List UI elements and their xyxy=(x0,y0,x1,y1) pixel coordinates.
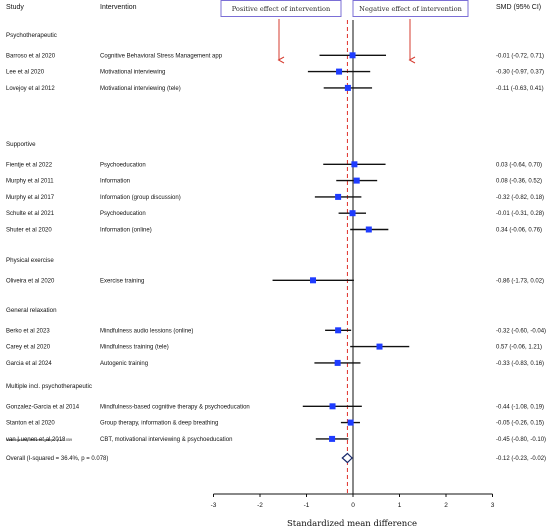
smd-value: -0.33 (-0.83, 0.16) xyxy=(496,361,544,367)
negative-effect-label: Negative effect of intervention xyxy=(359,5,462,13)
intervention-label: Autogenic training xyxy=(100,361,148,367)
study-label: Stanton et al 2020 xyxy=(6,421,55,427)
x-tick-label: 2 xyxy=(444,502,448,509)
intervention-label: Psychoeducation xyxy=(100,211,146,217)
x-axis: -3 -2 -1 0 1 2 3 xyxy=(211,493,495,509)
intervention-label: Cognitive Behavioral Stress Management a… xyxy=(100,53,223,59)
effect-marker xyxy=(329,435,336,442)
overall-label: Overall (I-squared = 36.4%, p = 0.078) xyxy=(6,456,108,462)
effect-marker xyxy=(376,343,383,350)
x-tick-label: 1 xyxy=(398,502,402,509)
study-label: Gonzalez-Garcia et al 2014 xyxy=(6,404,80,410)
study-label: Lee et al 2020 xyxy=(6,70,45,76)
effect-marker xyxy=(335,193,342,200)
effect-marker xyxy=(353,177,360,184)
smd-value: 0.03 (-0.64, 0.70) xyxy=(496,162,542,168)
effect-marker xyxy=(310,277,317,284)
effect-marker xyxy=(335,327,342,334)
effect-marker xyxy=(344,84,351,91)
intervention-label: Exercise training xyxy=(100,278,144,284)
heterogeneity-note: Heterogeneity between groups: p = 0.059 xyxy=(6,438,72,442)
intervention-label: Motivational interviewing (tele) xyxy=(100,86,181,92)
smd-value: -0.32 (-0.82, 0.18) xyxy=(496,195,544,201)
study-label: Oliveira et al 2020 xyxy=(6,278,55,284)
smd-value: -0.86 (-1.73, 0.02) xyxy=(496,278,544,284)
effect-marker xyxy=(349,210,356,217)
study-label: Lovejoy et al 2012 xyxy=(6,86,55,92)
x-tick-label: -1 xyxy=(304,502,310,509)
smd-value: -0.44 (-1.08, 0.19) xyxy=(496,404,544,410)
group-heading: Multiple incl. psychotherapeutic xyxy=(6,383,92,390)
smd-value: 0.08 (-0.36, 0.52) xyxy=(496,179,542,185)
smd-value: -0.32 (-0.60, -0.04) xyxy=(496,328,546,334)
intervention-label: Mindfulness training (tele) xyxy=(100,345,169,351)
effect-marker xyxy=(365,226,372,233)
study-label: Barroso et al 2020 xyxy=(6,53,56,59)
intervention-label: CBT, motivational interviewing & psychoe… xyxy=(100,437,232,443)
group-heading: General relaxation xyxy=(6,307,57,314)
intervention-label: Group therapy, information & deep breath… xyxy=(100,421,218,427)
effect-marker xyxy=(347,419,354,426)
smd-value: -0.01 (-0.31, 0.28) xyxy=(496,211,544,217)
intervention-label: Information (group discussion) xyxy=(100,195,181,201)
smd-column-header: SMD (95% CI) xyxy=(496,4,541,11)
study-label: Berko et al 2023 xyxy=(6,328,50,334)
x-tick-label: 0 xyxy=(351,502,355,509)
study-label: Murphy et al 2017 xyxy=(6,195,55,201)
effect-marker xyxy=(334,359,341,366)
study-label: Fientje et al 2022 xyxy=(6,162,53,168)
study-label: van Luenen et al 2018 xyxy=(6,437,66,443)
effect-marker xyxy=(336,68,343,75)
study-label: Schulte et al 2021 xyxy=(6,211,55,217)
intervention-label: Information (online) xyxy=(100,228,152,234)
effect-marker xyxy=(349,52,356,59)
study-label: Carey et al 2020 xyxy=(6,345,51,351)
study-label: Murphy et al 2011 xyxy=(6,179,54,185)
study-label: Shuter et al 2020 xyxy=(6,228,52,234)
smd-value: -0.30 (-0.97, 0.37) xyxy=(496,70,544,76)
effect-marker xyxy=(351,161,358,168)
intervention-label: Psychoeducation xyxy=(100,162,146,168)
intervention-label: Information xyxy=(100,179,130,185)
positive-effect-label: Positive effect of intervention xyxy=(232,5,331,13)
study-label: Garcia et al 2024 xyxy=(6,361,52,367)
negative-effect-box xyxy=(352,0,469,17)
study-column-header: Study xyxy=(6,4,24,11)
x-tick-label: -3 xyxy=(211,502,217,509)
group-heading: Supportive xyxy=(6,141,36,148)
x-tick-label: 3 xyxy=(491,502,495,509)
forest-rows: Psychotherapeutic Barroso et al 2020 Cogni… xyxy=(6,20,546,494)
x-axis-title: Standardized mean difference xyxy=(287,519,417,529)
overall-diamond xyxy=(341,452,353,464)
intervention-label: Mindfulness audio lessions (online) xyxy=(100,328,193,334)
group-heading: Psychotherapeutic xyxy=(6,32,57,39)
smd-value: 0.57 (-0.06, 1.21) xyxy=(496,345,542,351)
smd-value: -0.11 (-0.63, 0.41) xyxy=(496,86,544,92)
effect-marker xyxy=(329,403,336,410)
intervention-label: Mindfulness-based cognitive therapy & ps… xyxy=(100,404,250,410)
overall-smd-value: -0.12 (-0.23, -0.02) xyxy=(496,456,546,462)
smd-value: -0.05 (-0.26, 0.15) xyxy=(496,421,544,427)
smd-value: 0.34 (-0.06, 0.76) xyxy=(496,228,542,234)
x-tick-label: -2 xyxy=(257,502,263,509)
intervention-label: Motivational interviewing xyxy=(100,70,165,76)
smd-value: -0.01 (-0.72, 0.71) xyxy=(496,53,544,59)
intervention-column-header: Intervention xyxy=(100,4,137,11)
group-heading: Physical exercise xyxy=(6,257,54,264)
smd-value: -0.45 (-0.80, -0.10) xyxy=(496,437,546,443)
positive-effect-box xyxy=(220,0,342,17)
